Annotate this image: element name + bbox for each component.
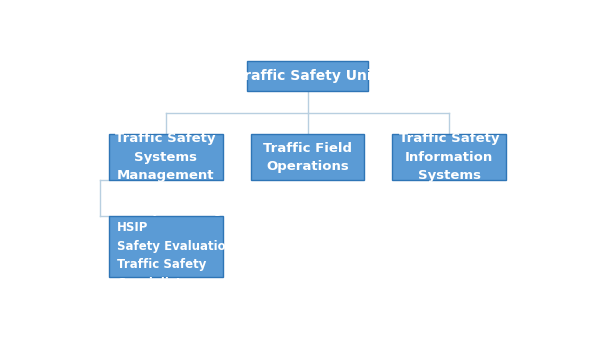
FancyBboxPatch shape — [109, 216, 223, 277]
FancyBboxPatch shape — [251, 134, 364, 180]
Text: Traffic Field
Operations: Traffic Field Operations — [263, 141, 352, 173]
Text: Traffic Safety
Systems
Management: Traffic Safety Systems Management — [115, 132, 216, 182]
FancyBboxPatch shape — [247, 61, 368, 91]
Text: Traffic Safety
Information
Systems: Traffic Safety Information Systems — [399, 132, 500, 182]
FancyBboxPatch shape — [109, 134, 223, 180]
Text: Safety Planning
HSIP
Safety Evaluation
Traffic Safety
Specialist: Safety Planning HSIP Safety Evaluation T… — [117, 203, 234, 290]
Text: Traffic Safety Unit: Traffic Safety Unit — [236, 69, 379, 83]
FancyBboxPatch shape — [392, 134, 506, 180]
